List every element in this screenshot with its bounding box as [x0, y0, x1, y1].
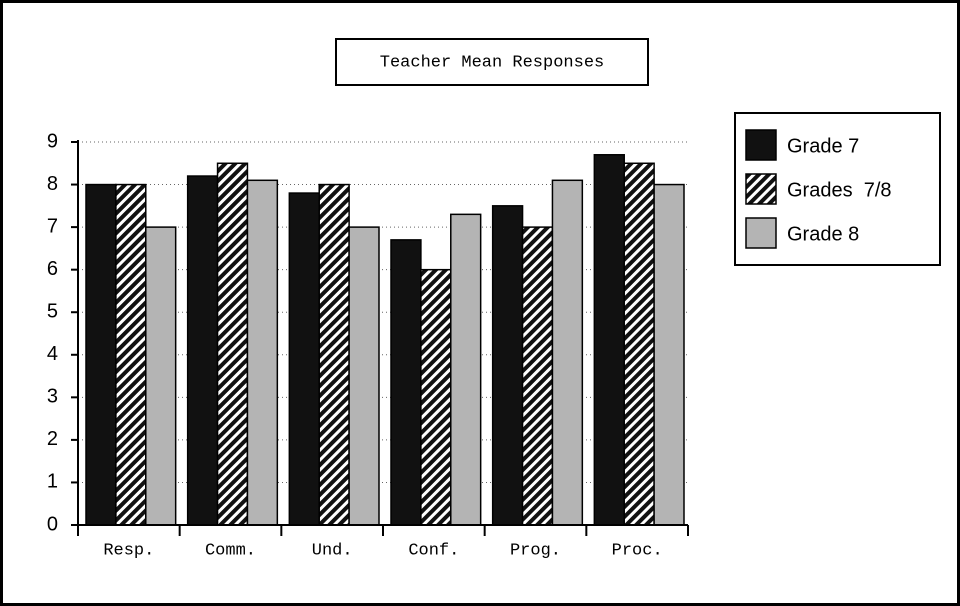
bar: [288, 192, 320, 526]
bar: [115, 183, 147, 526]
bar: [186, 175, 219, 526]
y-tick-label: 5: [47, 301, 58, 323]
legend-label: Grade 8: [787, 223, 859, 245]
bar: [318, 183, 350, 526]
x-tick-label: Prog.: [510, 541, 561, 560]
x-tick-label: Proc.: [612, 541, 663, 560]
legend-swatch: [745, 173, 777, 205]
title-box: [335, 38, 649, 86]
legend-swatch: [745, 217, 777, 249]
x-tick-label: Conf.: [408, 541, 459, 560]
y-tick-label: 9: [47, 130, 58, 152]
chart-title: Teacher Mean Responses: [380, 53, 604, 72]
bar: [491, 205, 524, 526]
y-tick-label: 1: [47, 471, 58, 493]
bar: [551, 179, 584, 526]
bar: [653, 183, 685, 526]
legend-label: Grade 7: [787, 135, 859, 157]
bar: [85, 183, 117, 526]
bar: [420, 268, 452, 526]
y-tick-label: 0: [47, 513, 58, 535]
y-tick-label: 4: [47, 343, 58, 365]
y-tick-label: 2: [47, 428, 58, 450]
y-tick-label: 6: [47, 258, 58, 280]
bar: [246, 179, 279, 526]
bar: [348, 226, 380, 526]
bar: [390, 239, 422, 526]
bar: [145, 226, 177, 526]
x-tick-label: Resp.: [103, 541, 154, 560]
x-tick-label: Und.: [312, 541, 353, 560]
bar: [216, 162, 249, 526]
x-tick-label: Comm.: [205, 541, 256, 560]
y-tick-label: 8: [47, 173, 58, 195]
y-tick-label: 7: [47, 215, 58, 237]
legend-swatch: [745, 129, 777, 161]
bar: [593, 154, 625, 526]
bar: [450, 213, 482, 526]
y-tick-label: 3: [47, 386, 58, 408]
legend-label: Grades 7/8: [787, 179, 892, 201]
bar: [623, 162, 655, 526]
bar: [521, 226, 554, 526]
